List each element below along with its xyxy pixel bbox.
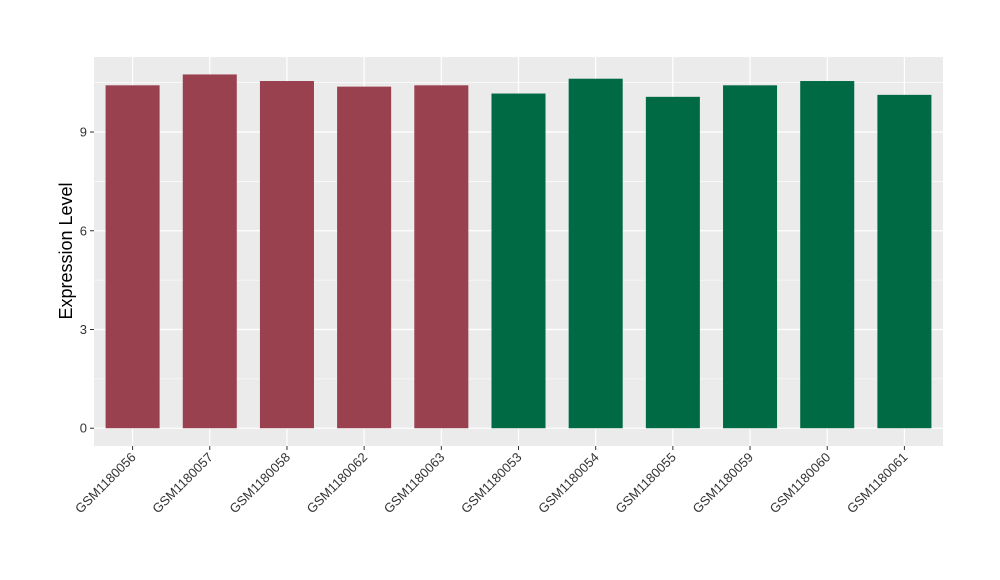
y-tick-label: 0 [80, 421, 87, 436]
bar-GSM1180055 [645, 96, 700, 429]
y-tick-label: 9 [80, 125, 87, 140]
bar-GSM1180060 [800, 81, 855, 429]
x-tick-label: GSM1180063 [381, 450, 448, 517]
bar-GSM1180062 [337, 86, 392, 429]
x-tick-label: GSM1180055 [612, 450, 679, 517]
x-axis: GSM1180056 GSM1180057 GSM1180058 GSM1180062… [72, 446, 911, 517]
bar-GSM1180056 [105, 85, 160, 429]
bar-GSM1180059 [723, 85, 778, 429]
x-tick-label: GSM1180053 [458, 450, 525, 517]
bar-GSM1180057 [182, 74, 237, 429]
y-tick-label: 3 [80, 322, 87, 337]
y-axis-title: Expression Level [56, 182, 76, 319]
x-tick-label: GSM1180057 [149, 450, 216, 517]
x-tick-label: GSM1180056 [72, 450, 139, 517]
x-tick-label: GSM1180060 [767, 450, 834, 517]
bar-GSM1180061 [877, 94, 932, 429]
bar-GSM1180054 [568, 78, 623, 429]
x-tick-label: GSM1180061 [844, 450, 911, 517]
bar-GSM1180063 [414, 85, 469, 429]
y-axis: 0 3 6 9 [80, 125, 94, 436]
x-tick-label: GSM1180054 [535, 450, 602, 517]
x-tick-label: GSM1180059 [690, 450, 757, 517]
x-tick-label: GSM1180062 [304, 450, 371, 517]
bar-GSM1180053 [491, 93, 546, 429]
bars [105, 74, 932, 429]
x-tick-label: GSM1180058 [226, 450, 293, 517]
y-tick-label: 6 [80, 223, 87, 238]
bar-GSM1180058 [259, 81, 314, 429]
